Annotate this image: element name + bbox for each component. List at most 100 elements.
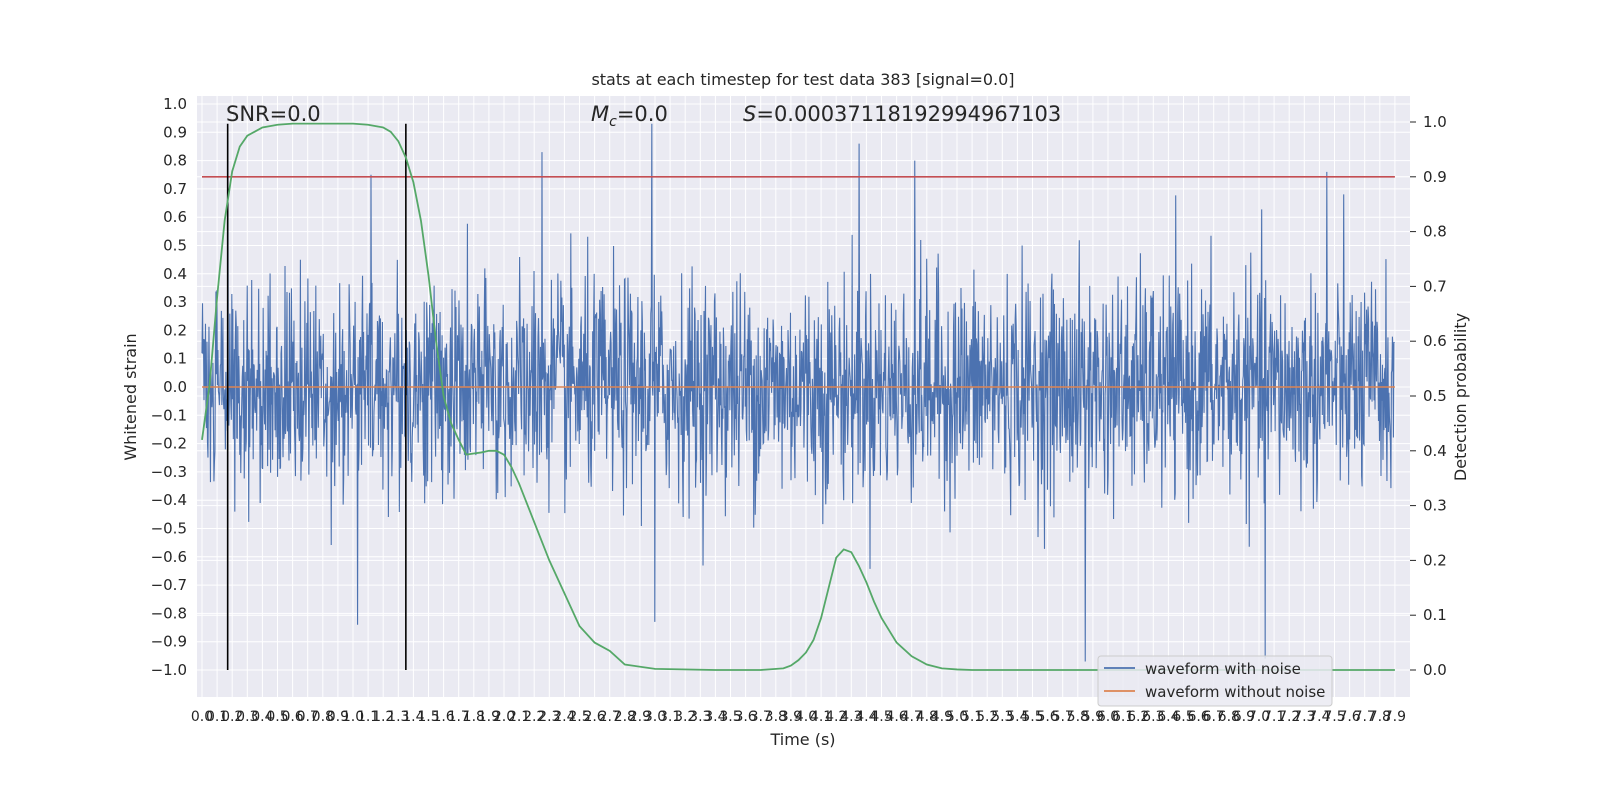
x-tick-label: 2.0 [493, 709, 515, 725]
x-tick-label: 3.7 [750, 709, 772, 725]
s-annotation: S=0.0003711819299496710​3 [743, 102, 1061, 126]
x-tick-label: 1.9 [478, 709, 500, 725]
y-tick-label: −0.3 [151, 463, 187, 481]
right-tick-label: 0.2 [1423, 551, 1447, 569]
legend: waveform with noise waveform without noi… [1097, 655, 1333, 707]
x-tick-label: 5.1 [961, 709, 983, 725]
x-tick-label: 2.7 [599, 709, 621, 725]
x-tick-label: 1.0 [342, 709, 364, 725]
y-tick-label: −0.2 [151, 435, 187, 453]
x-tick-label: 2.6 [583, 709, 605, 725]
right-tick-label: 0.0 [1423, 661, 1447, 679]
x-tick-label: 6.9 [1233, 709, 1255, 725]
y-tick-label: 0.9 [163, 123, 187, 141]
x-tick-label: 5.0 [946, 709, 968, 725]
y-axis-label: Whitened strain [121, 333, 140, 460]
x-tick-label: 4.0 [795, 709, 817, 725]
x-tick-label: 0.4 [251, 709, 273, 725]
x-tick-label: 1.1 [357, 709, 379, 725]
x-tick-label: 2.1 [508, 709, 530, 725]
x-tick-label: 2.5 [568, 709, 590, 725]
x-tick-label: 6.8 [1218, 709, 1240, 725]
y-tick-label: 0.0 [163, 378, 187, 396]
y-tick-label: 0.1 [163, 350, 187, 368]
x-tick-label: 5.5 [1021, 709, 1043, 725]
x-tick-label: 1.7 [448, 709, 470, 725]
x-tick-label: 0.2 [221, 709, 243, 725]
x-tick-label: 0.3 [236, 709, 258, 725]
x-tick-label: 3.2 [674, 709, 696, 725]
x-tick-label: 6.0 [1097, 709, 1119, 725]
x-tick-label: 0.7 [297, 709, 319, 725]
x-tick-label: 5.3 [991, 709, 1013, 725]
legend-label-noise: waveform with noise [1145, 660, 1301, 678]
x-tick-label: 6.2 [1127, 709, 1149, 725]
x-tick-label: 4.1 [810, 709, 832, 725]
right-tick-label: 0.5 [1423, 387, 1447, 405]
x-tick-label: 0.5 [266, 709, 288, 725]
y-tick-label: −0.5 [151, 520, 187, 538]
x-tick-label: 6.3 [1142, 709, 1164, 725]
x-tick-label: 4.9 [931, 709, 953, 725]
right-tick-label: 0.6 [1423, 332, 1447, 350]
x-tick-label: 5.8 [1067, 709, 1089, 725]
y-tick-label: −0.9 [151, 633, 187, 651]
y-tick-label: 0.8 [163, 152, 187, 170]
x-tick-label: 0.1 [206, 709, 228, 725]
right-tick-label: 0.1 [1423, 606, 1447, 624]
x-tick-label: 6.7 [1203, 709, 1225, 725]
x-tick-label: 0.9 [327, 709, 349, 725]
right-tick-label: 0.9 [1423, 168, 1447, 186]
x-tick-label: 4.2 [825, 709, 847, 725]
noise-series [201, 123, 1395, 662]
x-tick-label: 5.9 [1082, 709, 1104, 725]
x-tick-label: 6.5 [1172, 709, 1194, 725]
legend-box [1097, 655, 1333, 707]
x-tick-label: 3.4 [704, 709, 726, 725]
x-tick-label: 7.9 [1384, 709, 1406, 725]
y-tick-label: 0.3 [163, 293, 187, 311]
x-tick-label: 1.4 [402, 709, 424, 725]
x-tick-label: 1.2 [372, 709, 394, 725]
x-tick-label: 4.8 [916, 709, 938, 725]
x-axis-label: Time (s) [769, 730, 835, 749]
series-lines [201, 122, 1395, 671]
snr-annotation: SNR=0.0 [226, 102, 321, 126]
detection-probability-line [201, 122, 1395, 671]
x-tick-label: 2.4 [553, 709, 575, 725]
x-tick-label: 7.8 [1369, 709, 1391, 725]
x-tick-label: 6.6 [1187, 709, 1209, 725]
x-tick-label: 2.9 [629, 709, 651, 725]
x-tick-label: 4.5 [870, 709, 892, 725]
x-tick-label: 4.7 [901, 709, 923, 725]
y-tick-label: −0.8 [151, 604, 187, 622]
waveform-with-noise-line [201, 123, 1395, 662]
x-tick-label: 7.5 [1323, 709, 1345, 725]
x-tick-label: 4.4 [855, 709, 877, 725]
x-tick-label: 1.6 [432, 709, 454, 725]
x-tick-label: 7.3 [1293, 709, 1315, 725]
x-tick-label: 3.1 [659, 709, 681, 725]
x-tick-label: 4.3 [840, 709, 862, 725]
x-tick-label: 7.6 [1338, 709, 1360, 725]
x-tick-label: 0.8 [312, 709, 334, 725]
x-tick-label: 3.3 [689, 709, 711, 725]
x-tick-label: 0.6 [281, 709, 303, 725]
x-tick-label: 2.3 [538, 709, 560, 725]
x-tick-label: 1.3 [387, 709, 409, 725]
right-tick-label: 0.3 [1423, 497, 1447, 515]
x-tick-label: 7.2 [1278, 709, 1300, 725]
x-tick-label: 3.8 [765, 709, 787, 725]
y-tick-label: −0.7 [151, 576, 187, 594]
y-tick-label: 0.6 [163, 208, 187, 226]
x-tick-label: 7.4 [1308, 709, 1330, 725]
x-tick-label: 2.2 [523, 709, 545, 725]
x-tick-label: 6.1 [1112, 709, 1134, 725]
right-tick-label: 1.0 [1423, 113, 1447, 131]
x-tick-labels: 0.00.10.20.30.40.50.60.70.80.91.01.11.21… [191, 709, 1406, 725]
x-tick-label: 3.9 [780, 709, 802, 725]
x-tick-label: 3.0 [644, 709, 666, 725]
right-tick-labels: 1.0 0.9 0.8 0.7 0.6 0.5 0.4 0.3 0.2 0.1 0.0 [1410, 113, 1447, 679]
x-tick-label: 6.4 [1157, 709, 1179, 725]
